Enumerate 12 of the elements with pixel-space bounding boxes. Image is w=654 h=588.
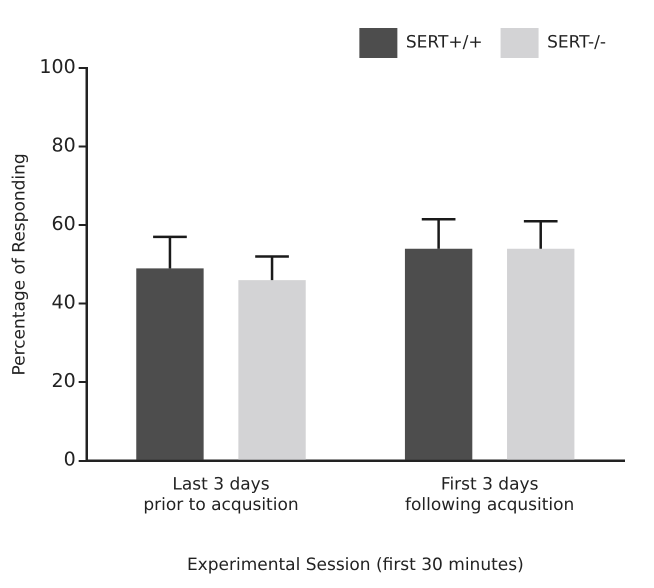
y-tick-label: 0 xyxy=(64,448,76,471)
y-tick-label: 40 xyxy=(51,292,76,314)
y-tick-label: 60 xyxy=(51,213,76,236)
y-tick-label: 20 xyxy=(51,370,76,392)
y-tick-label: 100 xyxy=(39,56,76,78)
legend-label: SERT-/- xyxy=(547,32,606,52)
y-axis-title: Percentage of Responding xyxy=(10,153,30,376)
x-axis-title: Experimental Session (first 30 minutes) xyxy=(186,555,524,576)
y-tick-label: 80 xyxy=(51,134,76,156)
legend-label: SERT+/+ xyxy=(406,32,483,52)
x-tick-label: Last 3 days prior to acqusition xyxy=(143,474,299,515)
x-tick-label: First 3 days following acqusition xyxy=(405,474,574,515)
